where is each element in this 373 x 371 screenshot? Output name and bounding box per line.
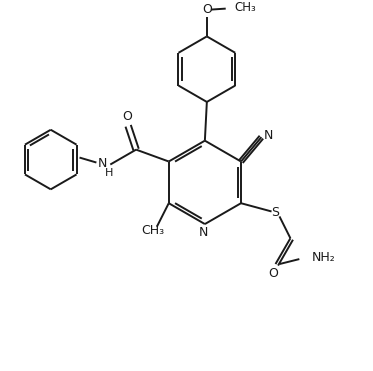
Text: N: N: [98, 157, 107, 170]
Text: O: O: [122, 110, 132, 124]
Text: N: N: [264, 129, 273, 142]
Text: O: O: [202, 3, 212, 16]
Text: NH₂: NH₂: [312, 250, 336, 264]
Text: CH₃: CH₃: [141, 224, 164, 237]
Text: O: O: [269, 267, 279, 280]
Text: N: N: [199, 226, 209, 240]
Text: S: S: [272, 206, 279, 219]
Text: CH₃: CH₃: [235, 1, 256, 14]
Text: H: H: [105, 168, 113, 178]
